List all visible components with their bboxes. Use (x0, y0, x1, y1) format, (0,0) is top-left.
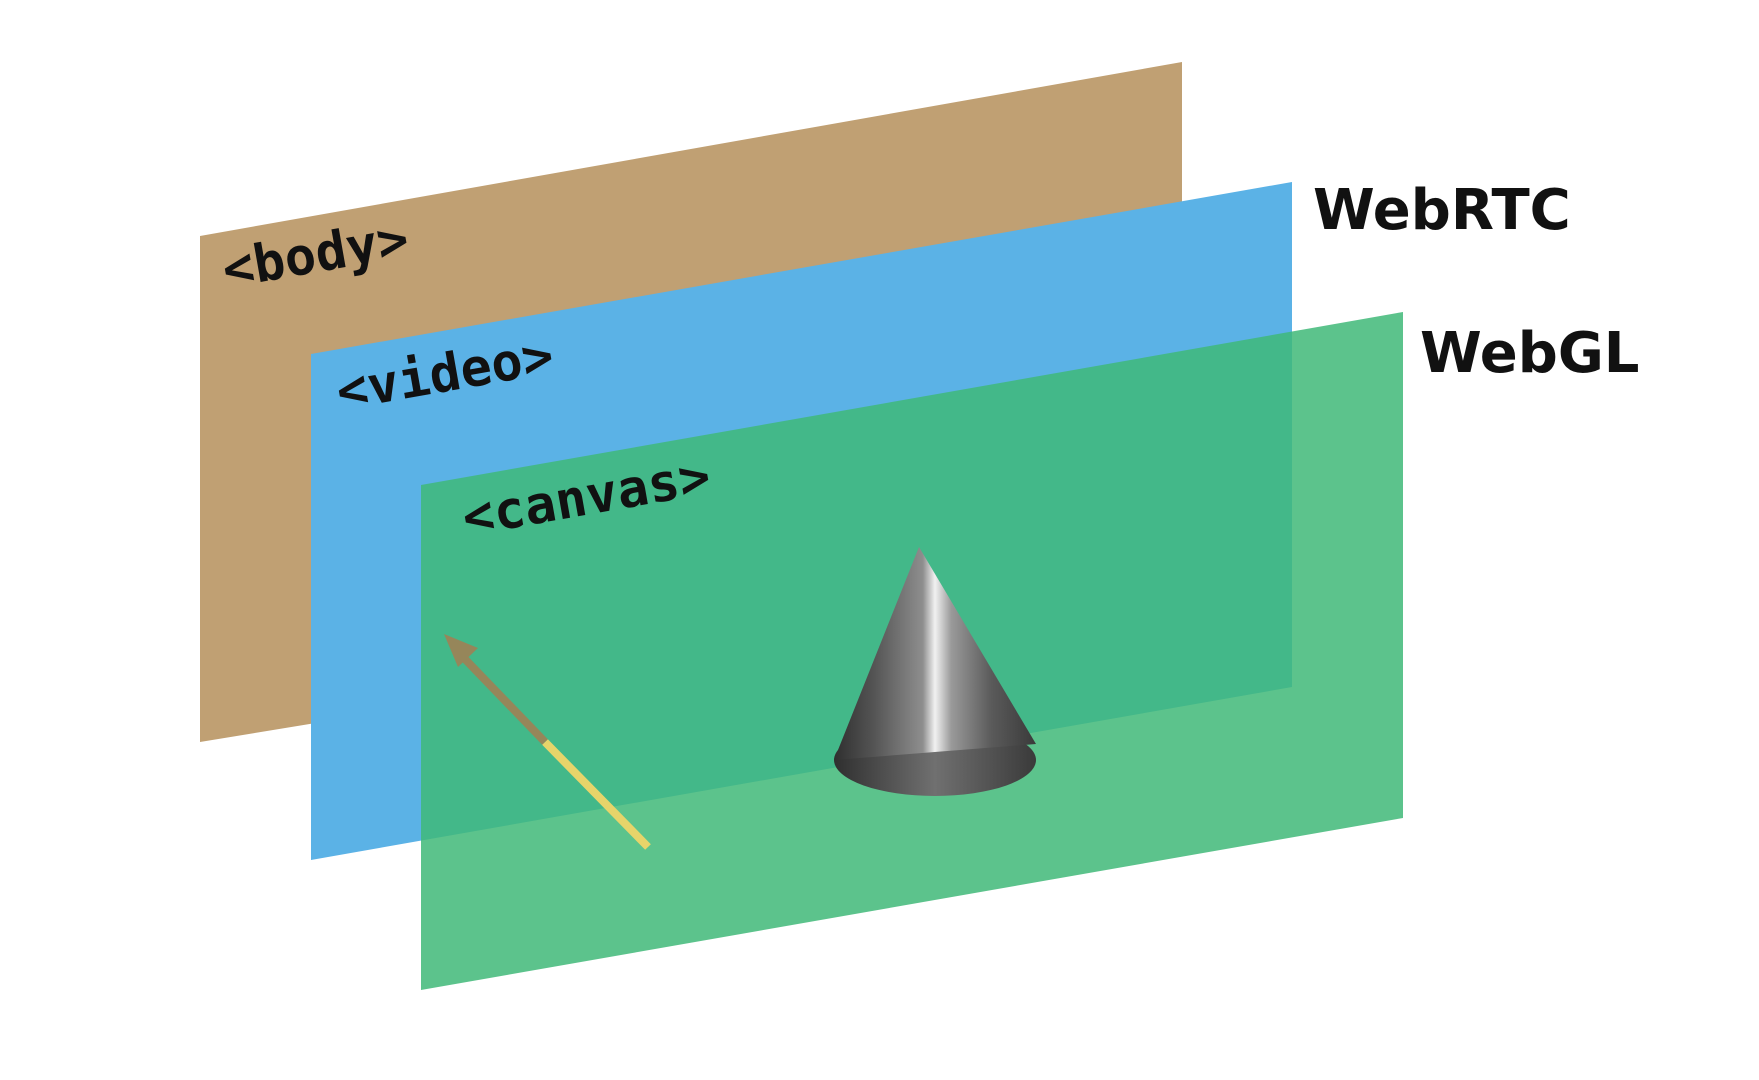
webgl-label: WebGL (1420, 321, 1640, 386)
arrow-head-icon (444, 634, 478, 667)
arrow (444, 634, 651, 850)
cone-body (834, 547, 1036, 760)
arrow-shaft (542, 739, 651, 850)
cone (834, 547, 1036, 796)
arrow-tail (459, 653, 548, 745)
webrtc-label: WebRTC (1313, 178, 1571, 243)
